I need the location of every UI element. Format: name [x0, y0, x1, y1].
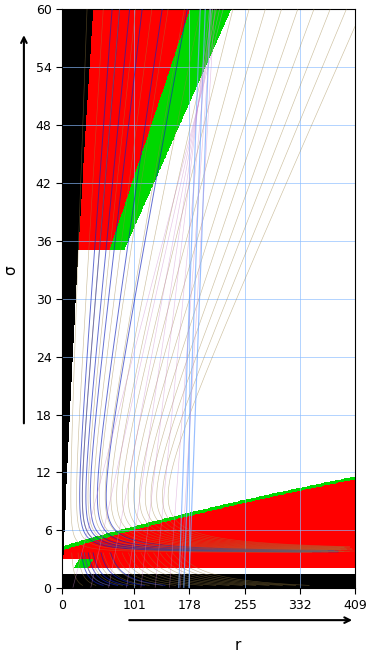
Text: r: r	[234, 638, 241, 650]
Text: σ: σ	[3, 265, 18, 275]
